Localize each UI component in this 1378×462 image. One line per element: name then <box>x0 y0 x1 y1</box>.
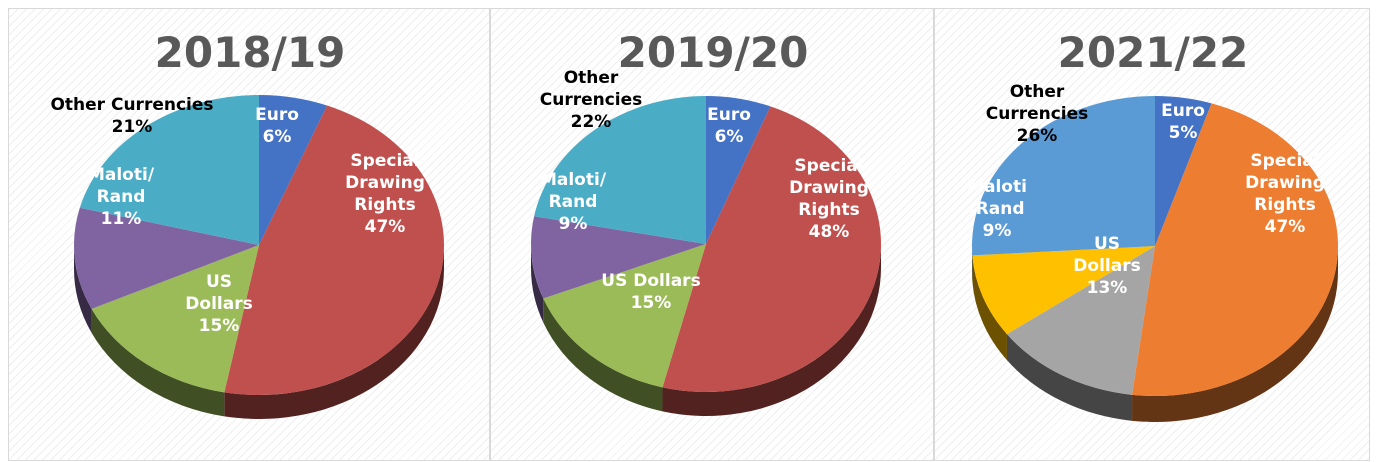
data-label-line: Drawing <box>345 173 425 193</box>
data-label-line: Rand <box>549 192 598 212</box>
data-label-line: Maloti/ <box>88 165 155 185</box>
chart-title: 2018/19 <box>155 28 346 77</box>
data-label-line: Rights <box>1254 195 1315 215</box>
data-label-line: US <box>206 272 232 292</box>
data-label-line: 9% <box>559 214 588 234</box>
data-label-line: 11% <box>101 209 142 229</box>
data-label-line: 6% <box>715 127 744 147</box>
chart-title: 2019/20 <box>618 28 809 77</box>
data-label-line: /Rand <box>969 199 1024 219</box>
data-label-line: 9% <box>983 221 1012 241</box>
data-label-line: Drawing <box>1245 173 1325 193</box>
data-label-line: US Dollars <box>601 271 700 291</box>
data-label-line: Euro <box>1161 101 1205 121</box>
data-label-line: Dollars <box>1073 256 1140 276</box>
data-label-line: Currencies <box>540 90 643 110</box>
data-label-line: US <box>1094 234 1120 254</box>
data-label-line: 47% <box>1265 217 1306 237</box>
data-label-line: 5% <box>1169 123 1198 143</box>
data-label-line: Other <box>564 68 619 88</box>
data-label-line: Euro <box>255 105 299 125</box>
data-label-line: 21% <box>112 117 153 137</box>
data-label-line: Special <box>794 156 863 176</box>
data-label-line: Special <box>350 151 419 171</box>
data-label-line: 22% <box>571 112 612 132</box>
data-label-line: Dollars <box>185 294 252 314</box>
data-label-line: Maloti <box>967 177 1027 197</box>
data-label-line: Other <box>1010 82 1065 102</box>
data-label-line: 6% <box>263 127 292 147</box>
data-label-line: Rights <box>798 200 859 220</box>
data-label-line: 15% <box>199 316 240 336</box>
data-label-line: Rights <box>354 195 415 215</box>
data-label-line: Maloti/ <box>540 170 607 190</box>
data-label-line: 13% <box>1087 278 1128 298</box>
data-label-line: 15% <box>631 293 672 313</box>
data-label-line: Other Currencies <box>50 95 213 115</box>
data-label-line: Currencies <box>986 104 1089 124</box>
data-label-line: Special <box>1250 151 1319 171</box>
data-label-line: 26% <box>1017 126 1058 146</box>
data-label-line: Drawing <box>789 178 869 198</box>
data-label-line: 47% <box>365 217 406 237</box>
data-label-line: 48% <box>809 222 850 242</box>
data-label-line: Rand <box>97 187 146 207</box>
chart-title: 2021/22 <box>1058 28 1249 77</box>
data-label-line: Euro <box>707 105 751 125</box>
